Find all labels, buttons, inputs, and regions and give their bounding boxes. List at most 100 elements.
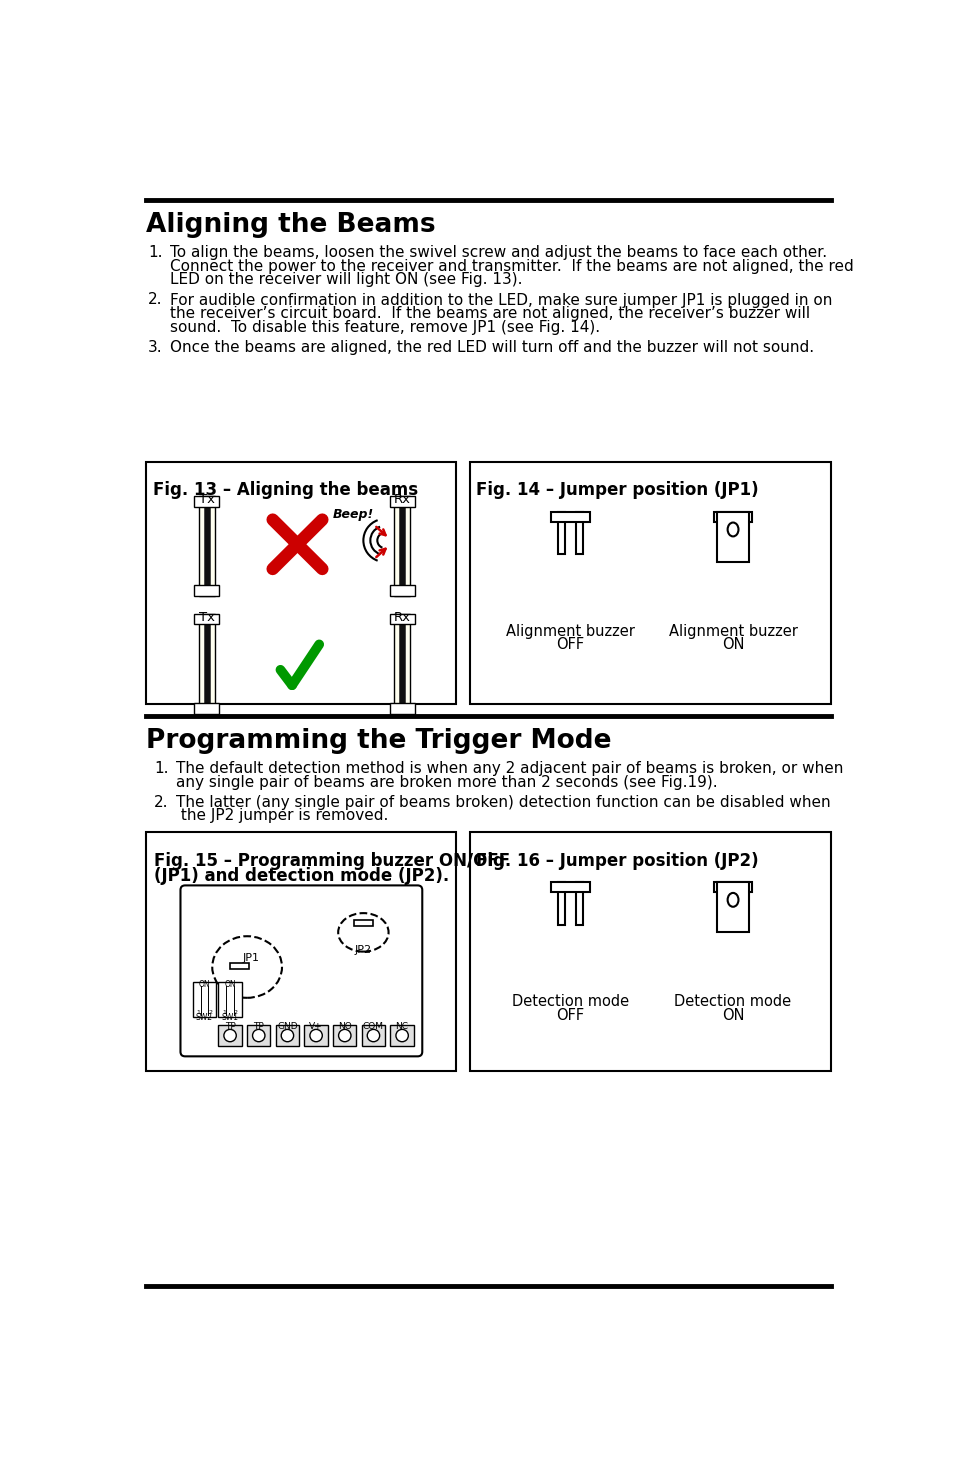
Text: 3.: 3.: [148, 341, 162, 355]
FancyBboxPatch shape: [713, 882, 752, 892]
Text: NO: NO: [337, 1022, 352, 1031]
FancyBboxPatch shape: [713, 512, 752, 522]
FancyBboxPatch shape: [394, 614, 410, 714]
Text: JP1: JP1: [242, 953, 259, 963]
FancyBboxPatch shape: [218, 982, 241, 1018]
Text: SW2: SW2: [195, 1013, 213, 1022]
Text: the receiver’s circuit board.  If the beams are not aligned, the receiver’s buzz: the receiver’s circuit board. If the bea…: [170, 307, 809, 322]
FancyBboxPatch shape: [333, 1025, 356, 1046]
Text: Tx: Tx: [198, 493, 214, 506]
Text: OFF: OFF: [556, 637, 584, 652]
FancyBboxPatch shape: [575, 512, 582, 555]
Text: SW1: SW1: [221, 1013, 238, 1022]
Text: Alignment buzzer: Alignment buzzer: [668, 624, 797, 639]
FancyBboxPatch shape: [361, 1025, 385, 1046]
Text: Connect the power to the receiver and transmitter.  If the beams are not aligned: Connect the power to the receiver and tr…: [170, 258, 853, 274]
Circle shape: [253, 1030, 265, 1041]
FancyBboxPatch shape: [390, 496, 415, 506]
Text: Detection mode: Detection mode: [511, 994, 628, 1009]
Text: To align the beams, loosen the swivel screw and adjust the beams to face each ot: To align the beams, loosen the swivel sc…: [170, 245, 826, 260]
FancyBboxPatch shape: [558, 512, 564, 555]
Text: ON: ON: [721, 1007, 743, 1022]
Text: any single pair of beams are broken more than 2 seconds (see Fig.19).: any single pair of beams are broken more…: [175, 774, 717, 789]
Text: TP: TP: [225, 1022, 235, 1031]
FancyBboxPatch shape: [194, 496, 219, 506]
Text: Fig. 15 – Programming buzzer ON/OFF: Fig. 15 – Programming buzzer ON/OFF: [154, 851, 510, 870]
Text: 2: 2: [208, 1010, 213, 1015]
Text: Tx: Tx: [198, 611, 214, 624]
Text: Rx: Rx: [394, 493, 410, 506]
Text: 1.: 1.: [148, 245, 162, 260]
FancyBboxPatch shape: [194, 614, 219, 624]
Text: Fig. 13 – Aligning the beams: Fig. 13 – Aligning the beams: [152, 481, 417, 499]
Circle shape: [395, 1030, 408, 1041]
Ellipse shape: [727, 892, 738, 907]
Text: Fig. 16 – Jumper position (JP2): Fig. 16 – Jumper position (JP2): [476, 851, 758, 870]
FancyBboxPatch shape: [575, 882, 582, 925]
Text: GND: GND: [276, 1022, 297, 1031]
Text: the JP2 jumper is removed.: the JP2 jumper is removed.: [175, 808, 388, 823]
Text: LED on the receiver will light ON (see Fig. 13).: LED on the receiver will light ON (see F…: [170, 273, 521, 288]
Text: 1.: 1.: [154, 761, 169, 776]
FancyBboxPatch shape: [304, 1025, 328, 1046]
FancyBboxPatch shape: [716, 882, 748, 932]
Circle shape: [281, 1030, 294, 1041]
Circle shape: [338, 1030, 351, 1041]
FancyBboxPatch shape: [218, 1025, 241, 1046]
FancyBboxPatch shape: [146, 462, 456, 705]
FancyBboxPatch shape: [199, 496, 214, 596]
FancyBboxPatch shape: [558, 882, 564, 925]
Text: COM: COM: [362, 1022, 383, 1031]
FancyBboxPatch shape: [230, 963, 249, 969]
Text: The latter (any single pair of beams broken) detection function can be disabled : The latter (any single pair of beams bro…: [175, 795, 829, 810]
Text: Beep!: Beep!: [332, 507, 374, 521]
FancyBboxPatch shape: [399, 496, 404, 596]
Text: Fig. 14 – Jumper position (JP1): Fig. 14 – Jumper position (JP1): [476, 481, 758, 499]
Text: (JP1) and detection mode (JP2).: (JP1) and detection mode (JP2).: [154, 867, 449, 885]
Ellipse shape: [727, 522, 738, 537]
Text: Rx: Rx: [394, 611, 410, 624]
FancyBboxPatch shape: [390, 614, 415, 624]
Circle shape: [310, 1030, 322, 1041]
Text: 1: 1: [196, 1010, 200, 1015]
Text: TP: TP: [253, 1022, 264, 1031]
FancyBboxPatch shape: [550, 512, 589, 522]
FancyBboxPatch shape: [469, 832, 831, 1071]
FancyBboxPatch shape: [469, 462, 831, 705]
FancyBboxPatch shape: [247, 1025, 270, 1046]
FancyBboxPatch shape: [716, 512, 748, 562]
Text: ON: ON: [224, 979, 235, 990]
FancyBboxPatch shape: [199, 614, 214, 714]
FancyBboxPatch shape: [354, 920, 373, 926]
FancyBboxPatch shape: [390, 586, 415, 596]
Circle shape: [224, 1030, 236, 1041]
FancyBboxPatch shape: [550, 882, 589, 892]
Text: V+: V+: [309, 1022, 322, 1031]
Text: ON: ON: [198, 979, 210, 990]
Text: 1: 1: [222, 1010, 226, 1015]
FancyBboxPatch shape: [180, 885, 422, 1056]
FancyBboxPatch shape: [194, 704, 219, 714]
Text: Detection mode: Detection mode: [674, 994, 791, 1009]
Text: Programming the Trigger Mode: Programming the Trigger Mode: [146, 729, 611, 754]
FancyBboxPatch shape: [204, 496, 210, 596]
Text: Once the beams are aligned, the red LED will turn off and the buzzer will not so: Once the beams are aligned, the red LED …: [170, 341, 813, 355]
Text: ON: ON: [721, 637, 743, 652]
Text: 2.: 2.: [154, 795, 169, 810]
Circle shape: [367, 1030, 379, 1041]
FancyBboxPatch shape: [394, 496, 410, 596]
Text: sound.  To disable this feature, remove JP1 (see Fig. 14).: sound. To disable this feature, remove J…: [170, 320, 599, 335]
Text: 2: 2: [233, 1010, 237, 1015]
FancyBboxPatch shape: [390, 704, 415, 714]
FancyBboxPatch shape: [146, 832, 456, 1071]
Text: NC: NC: [395, 1022, 408, 1031]
Text: Alignment buzzer: Alignment buzzer: [505, 624, 634, 639]
FancyBboxPatch shape: [204, 614, 210, 714]
Text: 2.: 2.: [148, 292, 162, 307]
FancyBboxPatch shape: [194, 586, 219, 596]
Text: The default detection method is when any 2 adjacent pair of beams is broken, or : The default detection method is when any…: [175, 761, 842, 776]
FancyBboxPatch shape: [275, 1025, 298, 1046]
FancyBboxPatch shape: [399, 614, 404, 714]
Text: OFF: OFF: [556, 1007, 584, 1022]
Text: Aligning the Beams: Aligning the Beams: [146, 211, 436, 237]
